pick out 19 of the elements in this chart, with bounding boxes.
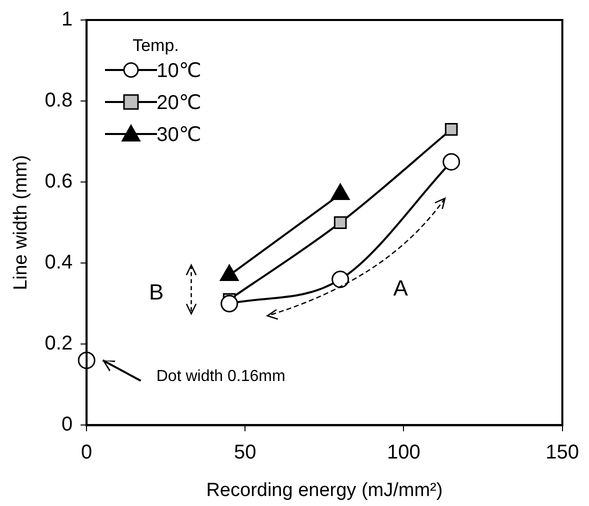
x-tick-label: 50 — [234, 442, 256, 464]
y-tick-label: 0.4 — [44, 252, 73, 274]
x-tick-label: 150 — [546, 442, 580, 464]
y-tick-label: 0.8 — [44, 90, 73, 112]
legend-label: 10℃ — [156, 58, 202, 82]
annotation: A — [393, 276, 408, 301]
legend-title: Temp. — [132, 36, 180, 55]
x-axis-title: Recording energy (mJ/mm²) — [206, 480, 443, 501]
y-axis-title: Line width (mm) — [10, 155, 32, 290]
annotation: B — [149, 280, 164, 305]
x-tick-label: 100 — [387, 442, 420, 464]
annotation: Dot width 0.16mm — [156, 368, 286, 385]
y-tick-label: 0.2 — [44, 332, 73, 355]
legend-label: 20℃ — [156, 90, 202, 114]
y-tick-label: 1 — [61, 8, 73, 31]
x-tick-label: 0 — [81, 442, 92, 464]
y-tick-label: 0 — [61, 414, 73, 436]
y-tick-label: 0.6 — [44, 170, 73, 193]
legend-label: 30℃ — [156, 122, 202, 146]
